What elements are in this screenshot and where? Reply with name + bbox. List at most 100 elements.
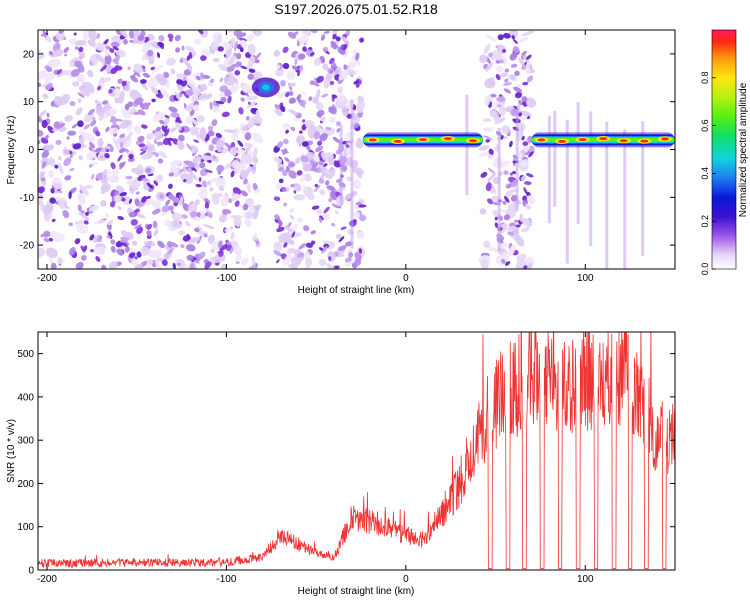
heatmap-noise-blob (483, 240, 491, 248)
heatmap-noise-blob (494, 222, 499, 229)
heatmap-noise-blob (518, 112, 522, 117)
heatmap-noise-blob (157, 240, 165, 249)
heatmap-noise-blob (240, 39, 248, 49)
heatmap-noise-blob (82, 245, 88, 252)
heatmap-noise-blob (97, 151, 104, 158)
heatmap-noise-blob (252, 147, 258, 158)
heatmap-noise-blob (313, 168, 318, 172)
heatmap-noise-blob (252, 155, 259, 164)
heatmap-noise-blob (128, 30, 134, 39)
heatmap-noise-blob (158, 150, 167, 159)
heatmap-noise-blob (185, 244, 196, 252)
heatmap-x-axis-label: Height of straight line (km) (298, 285, 415, 296)
heatmap-noise-blob (178, 142, 185, 150)
heatmap-noise-blob (71, 123, 78, 129)
heatmap-noise-blob (294, 157, 301, 164)
heatmap-noise-blob (130, 219, 138, 226)
heatmap-noise-blob (207, 234, 216, 244)
heatmap-noise-blob (77, 193, 86, 205)
heatmap-noise-blob (167, 33, 174, 39)
heatmap-noise-blob (495, 73, 501, 81)
heatmap-noise-blob (497, 104, 501, 108)
heatmap-noise-blob (228, 55, 237, 66)
heatmap-noise-blob (332, 33, 337, 40)
heatmap-noise-blob (135, 263, 143, 269)
heatmap-noise-blob (197, 251, 206, 260)
heatmap-noise-blob (336, 128, 341, 133)
heatmap-noise-blob (104, 54, 112, 65)
heatmap-noise-blob (105, 174, 119, 184)
heatmap-noise-blob (75, 40, 86, 46)
heatmap-noise-blob (282, 46, 289, 54)
heatmap-noise-blob (323, 30, 330, 34)
figure-title: S197.2026.075.01.52.R18 (274, 1, 438, 17)
heatmap-noise-blob (55, 139, 62, 145)
snr-y-tick-label: 400 (17, 392, 34, 403)
heatmap-noise-blob (179, 196, 184, 206)
heatmap-noise-blob (62, 209, 70, 219)
heatmap-noise-blob (117, 215, 125, 221)
heatmap-noise-blob (93, 246, 106, 255)
heatmap-noise-blob (318, 258, 327, 267)
heatmap-blobs (38, 30, 645, 269)
heatmap-noise-blob (287, 239, 295, 246)
heatmap-noise-blob (194, 38, 202, 45)
heatmap-noise-blob (304, 30, 312, 37)
heatmap-noise-blob (110, 239, 116, 245)
heatmap-noise-blob (164, 73, 169, 78)
heatmap-noise-blob (104, 145, 111, 150)
heatmap-noise-blob (330, 40, 338, 50)
heatmap-noise-blob (280, 105, 286, 112)
heatmap-noise-blob (136, 251, 142, 258)
heatmap-noise-blob (355, 83, 360, 88)
heatmap-noise-blob (526, 173, 534, 178)
heatmap-noise-blob (243, 178, 248, 185)
heatmap-noise-blob (43, 72, 55, 81)
heatmap-noise-blob (49, 230, 57, 237)
heatmap-noise-blob (288, 82, 296, 88)
heatmap-noise-blob (177, 262, 181, 266)
heatmap-noise-blob (242, 204, 249, 211)
heatmap-noise-blob (480, 258, 489, 269)
heatmap-noise-blob (135, 191, 140, 195)
heatmap-noise-blob (282, 123, 291, 131)
heatmap-noise-blob (296, 94, 302, 100)
heatmap-noise-blob (64, 115, 73, 122)
heatmap-noise-blob (132, 38, 139, 44)
heatmap-noise-blob (94, 53, 106, 64)
heatmap-noise-blob (104, 213, 110, 218)
heatmap-noise-blob (140, 124, 148, 129)
heatmap-noise-blob (50, 188, 55, 194)
heatmap-noise-blob (107, 127, 119, 135)
heatmap-streak (641, 121, 645, 256)
snr-x-axis-label: Height of straight line (km) (298, 586, 415, 597)
heatmap-noise-blob (112, 46, 119, 51)
heatmap-noise-blob (99, 77, 112, 83)
heatmap-noise-blob (130, 167, 144, 175)
heatmap-noise-blob (79, 184, 89, 196)
heatmap-noise-blob (96, 85, 102, 91)
heatmap-noise-blob (247, 43, 256, 56)
heatmap-noise-blob (231, 160, 241, 170)
heatmap-noise-blob (288, 109, 299, 116)
heatmap-noise-blob (127, 131, 134, 138)
heatmap-noise-blob (237, 140, 244, 147)
heatmap-noise-blob (351, 54, 356, 62)
heatmap-noise-blob (336, 121, 342, 127)
heatmap-noise-blob (217, 34, 222, 43)
heatmap-noise-blob (153, 130, 163, 141)
heatmap-noise-blob (67, 130, 77, 136)
heatmap-noise-blob (273, 241, 283, 252)
heatmap-noise-blob (507, 225, 516, 232)
heatmap-noise-blob (102, 102, 110, 113)
heatmap-noise-blob (94, 99, 102, 106)
heatmap-noise-blob (174, 91, 181, 101)
heatmap-noise-blob (347, 69, 356, 76)
heatmap-noise-blob (479, 208, 487, 215)
heatmap-noise-blob (178, 230, 185, 236)
heatmap-streak (589, 111, 593, 247)
heatmap-noise-blob (218, 185, 225, 192)
heatmap-noise-blob (315, 88, 321, 99)
heatmap-streak (576, 102, 580, 225)
heatmap-noise-blob (229, 37, 236, 47)
